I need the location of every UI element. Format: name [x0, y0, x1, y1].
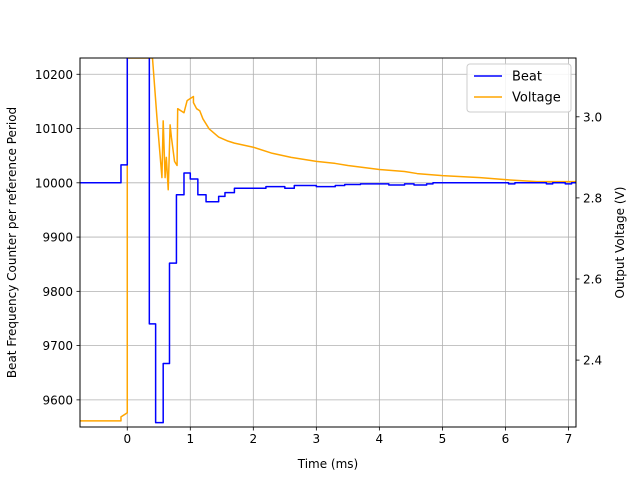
y-right-tick-label: 2.4 [583, 354, 602, 368]
x-axis-label: Time (ms) [297, 457, 359, 471]
y-left-tick-label: 9900 [42, 231, 73, 245]
y-right-tick-label: 3.0 [583, 110, 602, 124]
x-tick-label: 6 [502, 432, 510, 446]
y-left-tick-label: 10200 [35, 68, 73, 82]
x-tick-label: 2 [249, 432, 257, 446]
y-right-tick-label: 2.8 [583, 191, 602, 205]
x-tick-label: 4 [376, 432, 384, 446]
y-left-tick-label: 9600 [42, 393, 73, 407]
legend: Beat Voltage [466, 63, 572, 113]
y-axis-right-label: Output Voltage (V) [613, 187, 627, 299]
x-tick-label: 3 [313, 432, 321, 446]
x-tick-label: 0 [123, 432, 131, 446]
y-right-tick-label: 2.6 [583, 272, 602, 286]
y-left-tick-label: 10000 [35, 176, 73, 190]
x-tick-label: 5 [439, 432, 447, 446]
legend-label-beat: Beat [512, 70, 542, 85]
x-tick-label: 1 [186, 432, 194, 446]
y-left-tick-label: 9700 [42, 339, 73, 353]
x-tick-label: 7 [565, 432, 573, 446]
legend-label-voltage: Voltage [512, 91, 561, 106]
y-axis-left-label: Beat Frequency Counter per reference Per… [5, 107, 19, 378]
y-axis-left-ticks: 9600 9700 9800 9900 10000 10100 10200 [35, 68, 80, 407]
series-line-beat [80, 58, 576, 424]
y-left-tick-label: 9800 [42, 285, 73, 299]
y-left-tick-label: 10100 [35, 122, 73, 136]
plot-frame [79, 57, 577, 428]
y-axis-right-ticks: 2.4 2.6 2.8 3.0 [576, 110, 602, 368]
x-axis-ticks: 0 1 2 3 4 5 6 7 [123, 427, 572, 446]
series-line-voltage [80, 58, 576, 422]
series-layer [80, 58, 576, 424]
